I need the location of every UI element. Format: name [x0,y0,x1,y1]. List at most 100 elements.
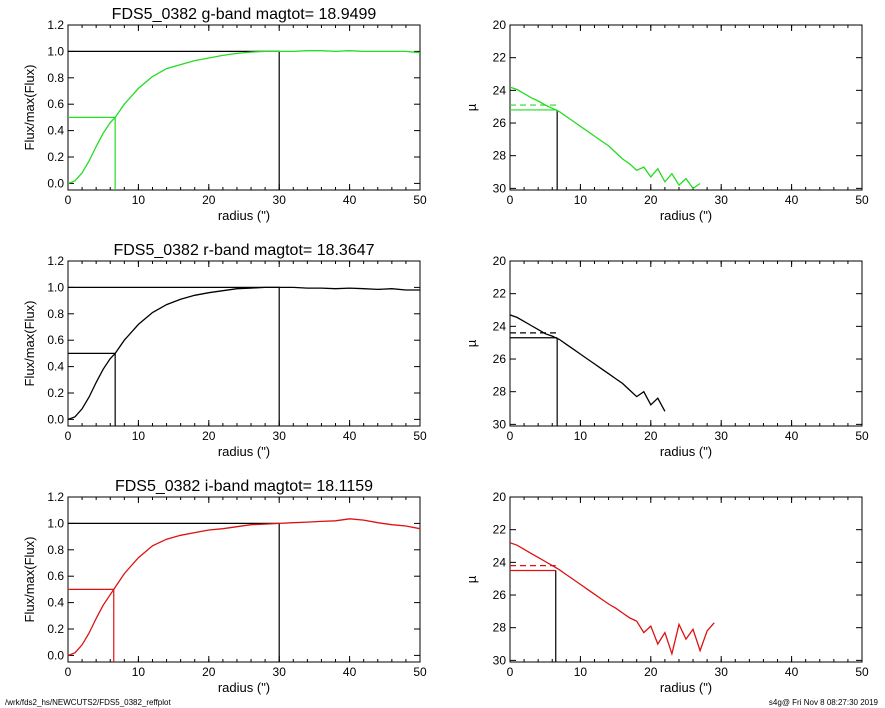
y-tick-label: 20 [493,490,507,504]
x-axis-label: radius (") [218,208,270,223]
y-axis-label: Flux/max(Flux) [22,65,37,151]
half-light-marker [68,352,116,426]
y-tick-label: 1.0 [47,516,64,530]
x-tick-label: 0 [507,665,514,679]
x-tick-label: 30 [715,193,729,207]
x-tick-label: 30 [715,665,729,679]
x-tick-label: 50 [413,429,427,443]
x-tick-label: 40 [785,429,799,443]
y-tick-label: 1.0 [47,280,64,294]
y-axis-label: µ [464,339,479,347]
series-line-g [68,50,420,185]
x-tick-label: 30 [715,429,729,443]
y-tick-label: 22 [493,287,507,301]
x-tick-label: 20 [202,665,216,679]
y-axis-label: Flux/max(Flux) [22,301,37,387]
y-axis-label: µ [464,103,479,111]
y-tick-label: 28 [493,621,507,635]
x-tick-label: 50 [855,429,869,443]
y-tick-label: 22 [493,523,507,537]
y-tick-label: 0.2 [47,150,64,164]
y-axis-label: µ [464,575,479,583]
x-axis-label: radius (") [660,444,712,459]
data-layer [68,286,420,426]
y-tick-label: 24 [493,555,507,569]
plot-frame [509,260,863,427]
y-tick-label: 0.2 [47,622,64,636]
x-tick-label: 30 [273,429,287,443]
y-tick-label: 0.8 [47,307,64,321]
y-tick-label: 1.2 [47,254,64,268]
y-tick-label: 0.4 [47,360,64,374]
x-tick-label: 10 [132,429,146,443]
x-tick-label: 40 [785,193,799,207]
x-tick-label: 0 [65,665,72,679]
y-tick-label: 0.0 [47,648,64,662]
panel-g-growth-curve: 0 10 20 30 40 50 0.0 0.2 0.4 0.6 0.8 1.0 1.2 radius (… [22,6,427,223]
y-tick-label: 28 [493,149,507,163]
x-tick-label: 20 [644,193,658,207]
total-radius-marker [68,286,280,426]
y-tick-label: 0.6 [47,333,64,347]
x-tick-label: 10 [574,429,588,443]
series-line-r [510,314,666,412]
footer-path: /wrk/fds2_hs/NEWCUTS2/FDS5_0382_reffplot [5,698,171,707]
series-line-g [510,86,701,190]
x-tick-label: 40 [343,429,357,443]
y-tick-label: 0.0 [47,176,64,190]
y-tick-label: 26 [493,116,507,130]
x-tick-label: 0 [507,429,514,443]
panel-title: FDS5_0382 r-band magtot= 18.3647 [113,242,374,259]
half-light-marker [68,116,116,190]
plot-frame [67,24,421,191]
footer-stamp: s4g@ Fri Nov 8 08:27:30 2019 [769,698,879,707]
y-tick-label: 24 [493,319,507,333]
panel-title: FDS5_0382 g-band magtot= 18.9499 [112,6,377,23]
y-axis-label: Flux/max(Flux) [22,537,37,623]
x-tick-label: 50 [413,665,427,679]
x-axis-label: radius (") [660,680,712,695]
y-tick-label: 1.2 [47,18,64,32]
x-tick-label: 10 [574,193,588,207]
total-radius-marker [68,522,280,662]
x-tick-label: 10 [132,665,146,679]
y-tick-label: 26 [493,588,507,602]
y-tick-label: 0.8 [47,543,64,557]
x-tick-label: 10 [574,665,588,679]
x-tick-label: 40 [785,665,799,679]
panel-title: FDS5_0382 i-band magtot= 18.1159 [115,478,373,495]
data-layer [510,314,666,426]
x-tick-label: 50 [413,193,427,207]
x-tick-label: 40 [343,665,357,679]
plot-frame [509,24,863,191]
x-tick-label: 30 [273,665,287,679]
x-tick-label: 40 [343,193,357,207]
x-axis-label: radius (") [218,680,270,695]
y-tick-label: 0.6 [47,97,64,111]
y-tick-label: 22 [493,51,507,65]
y-tick-label: 30 [493,653,507,667]
y-tick-label: 0.4 [47,596,64,610]
panels: 0 10 20 30 40 50 0.0 0.2 0.4 0.6 0.8 1.0 1.2 radius (… [22,6,869,695]
x-tick-label: 0 [65,429,72,443]
series-line-i [510,542,715,657]
y-tick-label: 20 [493,254,507,268]
y-tick-label: 20 [493,18,507,32]
data-layer [68,518,420,662]
series-line-r [68,286,420,421]
plot-frame [509,496,863,663]
y-tick-label: 0.0 [47,412,64,426]
panel-r-growth-curve: 0 10 20 30 40 50 0.0 0.2 0.4 0.6 0.8 1.0 1.2 radius (… [22,242,427,459]
x-tick-label: 20 [202,429,216,443]
x-tick-label: 0 [507,193,514,207]
series-line-i [68,518,420,657]
y-tick-label: 28 [493,385,507,399]
x-tick-label: 10 [132,193,146,207]
data-layer [510,542,715,662]
x-axis-label: radius (") [218,444,270,459]
x-tick-label: 30 [273,193,287,207]
y-tick-label: 30 [493,181,507,195]
